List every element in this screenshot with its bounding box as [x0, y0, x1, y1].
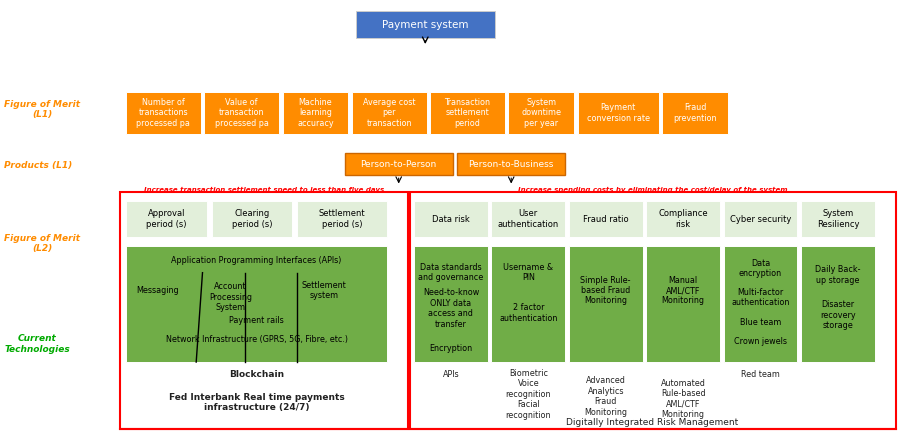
FancyBboxPatch shape: [414, 201, 488, 237]
Text: Products (L1): Products (L1): [4, 161, 73, 170]
Text: Advanced
Analytics
Fraud
Monitoring: Advanced Analytics Fraud Monitoring: [584, 376, 627, 417]
FancyBboxPatch shape: [508, 92, 574, 134]
Text: Person-to-Business: Person-to-Business: [469, 160, 554, 169]
Text: Payment system: Payment system: [382, 20, 469, 30]
Text: Blockchain: Blockchain: [229, 370, 284, 379]
Text: Crown jewels: Crown jewels: [734, 337, 787, 346]
Text: Data standards
and governance: Data standards and governance: [418, 263, 483, 283]
Text: Settlement
system: Settlement system: [302, 281, 346, 300]
FancyBboxPatch shape: [801, 246, 875, 362]
FancyBboxPatch shape: [724, 201, 797, 237]
Text: Payment rails: Payment rails: [230, 316, 284, 325]
FancyBboxPatch shape: [345, 153, 453, 175]
Text: Simple Rule-
based Fraud
Monitoring: Simple Rule- based Fraud Monitoring: [580, 276, 631, 305]
Text: Encryption: Encryption: [429, 344, 472, 353]
Text: Machine
learning
accuracy: Machine learning accuracy: [297, 98, 334, 128]
Text: Settlement
period (s): Settlement period (s): [319, 209, 365, 229]
FancyBboxPatch shape: [430, 92, 505, 134]
Text: Increase transaction settlement speed to less than five days: Increase transaction settlement speed to…: [144, 187, 383, 194]
FancyBboxPatch shape: [646, 246, 720, 362]
Text: 2 factor
authentication: 2 factor authentication: [500, 303, 557, 323]
Text: Cyber security: Cyber security: [730, 215, 791, 224]
FancyBboxPatch shape: [724, 246, 797, 362]
Text: Data
encryption: Data encryption: [739, 258, 782, 278]
FancyBboxPatch shape: [204, 92, 279, 134]
Text: Need-to-know
ONLY data
access and
transfer: Need-to-know ONLY data access and transf…: [423, 288, 479, 329]
Text: Daily Back-
up storage: Daily Back- up storage: [815, 265, 860, 285]
Text: System
downtime
per year: System downtime per year: [521, 98, 562, 128]
FancyBboxPatch shape: [126, 92, 201, 134]
FancyBboxPatch shape: [578, 92, 659, 134]
Text: Account
Processing
System: Account Processing System: [209, 283, 252, 312]
Text: Payment
conversion rate: Payment conversion rate: [587, 103, 650, 122]
Text: Number of
transactions
processed pa: Number of transactions processed pa: [137, 98, 190, 128]
FancyBboxPatch shape: [457, 153, 565, 175]
Text: Messaging: Messaging: [136, 286, 179, 295]
Text: Value of
transaction
processed pa: Value of transaction processed pa: [215, 98, 268, 128]
Text: Username &
PIN: Username & PIN: [503, 263, 554, 283]
FancyBboxPatch shape: [356, 11, 495, 38]
Text: Figure of Merit
(L1): Figure of Merit (L1): [4, 100, 80, 119]
Text: Application Programming Interfaces (APIs): Application Programming Interfaces (APIs…: [171, 256, 342, 265]
Text: Disaster
recovery
storage: Disaster recovery storage: [820, 300, 856, 330]
Text: Biometric
Voice
recognition
Facial
recognition: Biometric Voice recognition Facial recog…: [506, 369, 551, 420]
Text: Transaction
settlement
period: Transaction settlement period: [445, 98, 491, 128]
Text: Figure of Merit
(L2): Figure of Merit (L2): [4, 234, 80, 253]
FancyBboxPatch shape: [352, 92, 427, 134]
FancyBboxPatch shape: [212, 201, 292, 237]
Text: Fraud
prevention: Fraud prevention: [673, 103, 717, 122]
Text: Manual
AML/CTF
Monitoring: Manual AML/CTF Monitoring: [662, 276, 705, 305]
Text: Data risk: Data risk: [432, 215, 470, 224]
FancyBboxPatch shape: [801, 201, 875, 237]
Text: Blue team: Blue team: [740, 318, 781, 327]
Text: Compliance
risk: Compliance risk: [658, 209, 708, 229]
FancyBboxPatch shape: [414, 246, 488, 362]
Text: Fed Interbank Real time payments
infrastructure (24/7): Fed Interbank Real time payments infrast…: [168, 392, 345, 412]
Text: Increase spending costs by eliminating the cost/delay of the system: Increase spending costs by eliminating t…: [518, 187, 788, 194]
Text: System
Resiliency: System Resiliency: [816, 209, 860, 229]
FancyBboxPatch shape: [662, 92, 728, 134]
FancyBboxPatch shape: [126, 246, 387, 362]
FancyBboxPatch shape: [491, 201, 565, 237]
FancyBboxPatch shape: [569, 201, 643, 237]
Text: APIs: APIs: [443, 370, 459, 379]
FancyBboxPatch shape: [646, 201, 720, 237]
Text: Fraud ratio: Fraud ratio: [583, 215, 628, 224]
Text: Digitally Integrated Risk Management: Digitally Integrated Risk Management: [566, 418, 739, 427]
FancyBboxPatch shape: [297, 201, 387, 237]
Text: Average cost
per
transaction: Average cost per transaction: [363, 98, 416, 128]
FancyBboxPatch shape: [569, 246, 643, 362]
Text: Automated
Rule-based
AML/CTF
Monitoring: Automated Rule-based AML/CTF Monitoring: [661, 379, 706, 419]
FancyBboxPatch shape: [491, 246, 565, 362]
Text: Red team: Red team: [741, 370, 780, 379]
Text: Current
Technologies: Current Technologies: [4, 334, 70, 354]
Text: Person-to-Person: Person-to-Person: [361, 160, 436, 169]
Text: Clearing
period (s): Clearing period (s): [231, 209, 272, 229]
Text: Multi-factor
authentication: Multi-factor authentication: [732, 287, 789, 307]
Text: Network Infrastructure (GPRS, 5G, Fibre, etc.): Network Infrastructure (GPRS, 5G, Fibre,…: [166, 335, 347, 344]
FancyBboxPatch shape: [283, 92, 348, 134]
FancyBboxPatch shape: [126, 201, 207, 237]
Text: Approval
period (s): Approval period (s): [146, 209, 187, 229]
Text: User
authentication: User authentication: [498, 209, 559, 229]
